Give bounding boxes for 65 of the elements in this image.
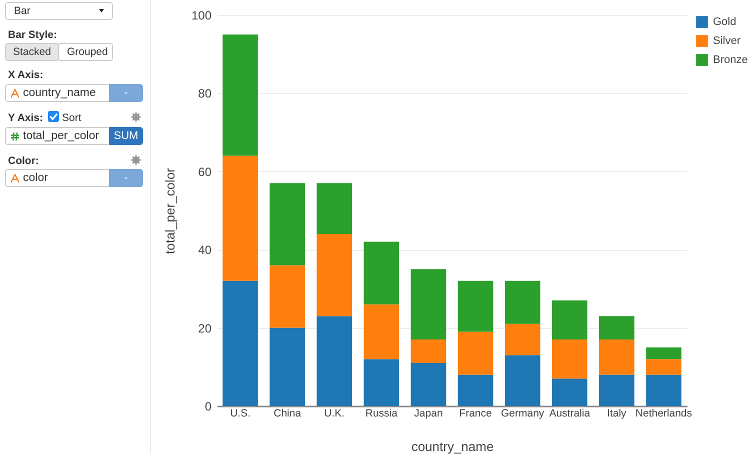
legend-label: Gold [713,16,736,28]
x-tick-label: Japan [414,408,443,420]
bar [222,34,258,156]
y-tick-label: 60 [198,164,212,179]
text: Bar Style: [8,29,58,41]
bar [316,183,352,234]
text: Bar [5,2,113,20]
x-tick-label: China [274,408,302,420]
y-tick-label: 0 [204,400,212,414]
y-tick-label: 40 [198,243,212,258]
bar [504,355,540,406]
y-tick-label: 100 [191,8,212,22]
bar [270,265,305,328]
bar [410,269,446,340]
text: SUM [109,127,143,145]
bar [316,316,352,406]
bar [364,242,400,304]
text: color [23,172,48,184]
bar [599,340,634,375]
text: Color: [8,155,39,167]
y-tick-label: 80 [198,86,212,101]
bar [410,340,446,363]
bar [364,304,400,360]
text: total_per_color [23,130,100,142]
text: Stacked [5,43,59,61]
y-tick-label: 20 [198,321,212,336]
bar [646,347,682,360]
text: Y Axis: [8,112,44,124]
text: X Axis: [8,69,44,81]
bar [599,316,634,340]
text: - [109,169,143,187]
bar [410,362,446,406]
bar [222,156,258,281]
y-axis-title: total_per_color [162,167,178,254]
bar [222,280,258,406]
bar [458,332,494,375]
bar [316,234,352,316]
x-tick-label: U.K. [324,408,345,420]
bar [646,359,682,375]
x-tick-label: Australia [549,408,590,420]
text: - [109,84,143,102]
bar [552,340,588,379]
bar [599,374,634,406]
bar [552,300,588,340]
x-tick-label: U.S. [230,408,250,420]
bar [504,280,540,324]
bar [458,374,494,406]
bar [504,324,540,356]
legend-label: Silver [713,35,741,47]
x-axis-title: country_name [411,439,494,454]
bar [458,280,494,332]
text: country_name [23,87,96,99]
x-tick-label: France [459,408,492,420]
bar [364,359,400,406]
bar [646,374,682,406]
bar [270,328,305,406]
legend-label: Bronze [713,54,748,66]
x-tick-label: Germany [500,408,545,420]
x-tick-label: Italy [607,408,628,420]
bar [270,183,305,266]
text: Grouped [58,43,113,61]
x-tick-label: Netherlands [635,408,692,420]
bar [552,378,588,406]
text: Sort [62,112,82,124]
x-tick-label: Russia [365,408,398,420]
